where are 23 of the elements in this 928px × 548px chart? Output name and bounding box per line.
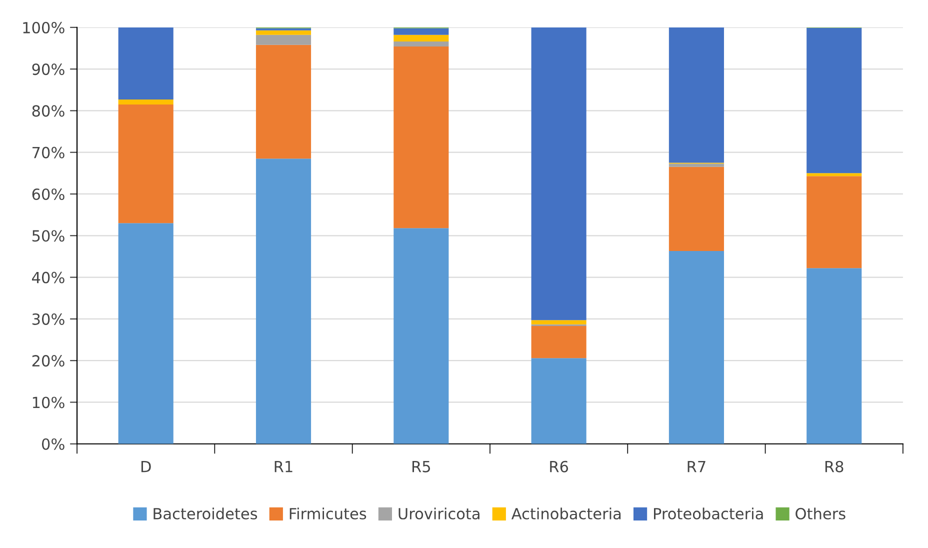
y-tick-label: 60% <box>32 188 64 200</box>
x-tick-label: R7 <box>688 461 706 472</box>
legend-label: Bacteroidetes <box>154 508 258 520</box>
y-tick-label: 20% <box>32 355 64 367</box>
y-tick-label: 80% <box>32 105 64 117</box>
y-tick-label: 70% <box>32 146 64 158</box>
x-tick-label: R1 <box>274 461 292 472</box>
x-tick-label: R5 <box>412 461 430 472</box>
legend-label: Firmicutes <box>290 508 366 520</box>
legend-label: Uroviricota <box>398 508 480 520</box>
x-tick-label: R8 <box>825 460 844 472</box>
x-tick-label: D <box>141 461 151 472</box>
y-tick-label: 0% <box>42 438 64 450</box>
y-tick-label: 100% <box>23 22 64 34</box>
y-tick-label: 30% <box>32 313 64 325</box>
legend-label: Proteobacteria <box>654 508 763 520</box>
y-tick-label: 90% <box>32 64 64 76</box>
legend-label: Actinobacteria <box>511 508 621 520</box>
y-tick-label: 50% <box>32 230 64 242</box>
y-tick-label: 40% <box>32 272 64 284</box>
legend-label: Others <box>796 508 846 520</box>
x-tick-label: R6 <box>550 460 568 472</box>
y-tick-label: 10% <box>32 396 64 408</box>
